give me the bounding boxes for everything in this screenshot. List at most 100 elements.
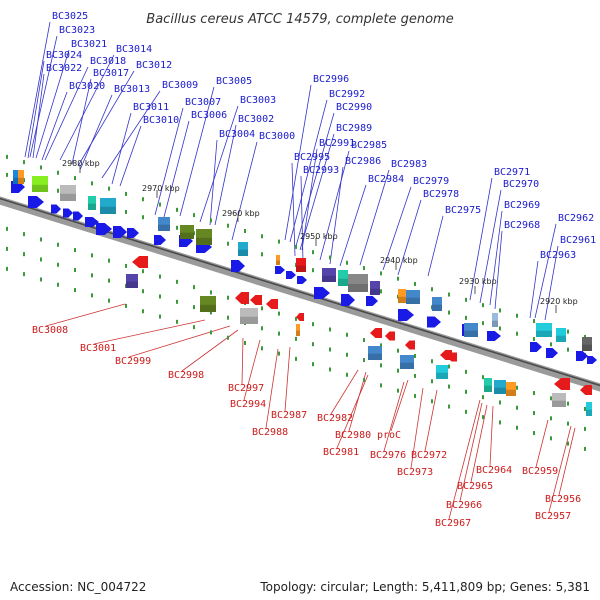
gene-feature-box[interactable] [586, 402, 592, 416]
gene-label[interactable]: BC3012 [136, 60, 172, 71]
gene-label[interactable]: BC3010 [143, 115, 179, 126]
gene-label[interactable]: BC2965 [457, 481, 493, 492]
gene-feature-box[interactable] [494, 380, 506, 394]
gene-label[interactable]: BC2967 [435, 518, 471, 529]
gene-arrow-forward[interactable] [427, 316, 441, 328]
gene-arrow-forward[interactable] [113, 226, 127, 238]
gene-arrow-forward[interactable] [366, 296, 378, 306]
gene-label[interactable]: BC2996 [313, 74, 349, 85]
gene-arrow-reverse[interactable] [250, 295, 262, 305]
gene-feature-box[interactable] [556, 328, 566, 342]
gene-arrow-forward[interactable] [127, 228, 139, 238]
gene-arrow-forward[interactable] [587, 356, 597, 364]
gene-label[interactable]: BC3022 [46, 63, 82, 74]
gene-feature-box[interactable] [432, 297, 442, 311]
gene-arrow-forward[interactable] [28, 196, 44, 208]
gene-feature-box[interactable] [484, 378, 492, 392]
gene-arrow-reverse[interactable] [554, 378, 570, 390]
gene-label[interactable]: BC2964 [476, 465, 512, 476]
gene-label[interactable]: BC2978 [423, 189, 459, 200]
gene-label[interactable]: BC3008 [32, 325, 68, 336]
gene-feature-box[interactable] [398, 289, 406, 303]
gene-feature-box[interactable] [370, 281, 380, 295]
gene-arrow-forward[interactable] [530, 342, 542, 352]
gene-label[interactable]: BC2987 [271, 410, 307, 421]
gene-arrow-reverse[interactable] [296, 313, 304, 321]
gene-label[interactable]: BC2979 [413, 176, 449, 187]
gene-label[interactable]: BC2980 [335, 430, 371, 441]
gene-feature-box[interactable] [196, 229, 212, 245]
gene-arrow-reverse[interactable] [370, 328, 382, 338]
gene-feature-box[interactable] [296, 258, 306, 272]
gene-label[interactable]: BC2991 [319, 138, 355, 149]
gene-label[interactable]: BC2968 [504, 220, 540, 231]
gene-label[interactable]: BC3011 [133, 102, 169, 113]
gene-label[interactable]: BC3014 [116, 44, 152, 55]
gene-arrow-forward[interactable] [546, 348, 558, 358]
gene-label[interactable]: BC2989 [336, 123, 372, 134]
gene-feature-box[interactable] [436, 365, 448, 379]
gene-label[interactable]: BC2998 [168, 370, 204, 381]
gene-label[interactable]: BC2995 [294, 152, 330, 163]
gene-label[interactable]: BC2966 [446, 500, 482, 511]
gene-feature-box[interactable] [13, 170, 21, 184]
gene-arrow-forward[interactable] [487, 331, 501, 341]
gene-feature-box[interactable] [506, 382, 516, 396]
gene-label[interactable]: BC2985 [351, 140, 387, 151]
gene-arrow-reverse[interactable] [385, 331, 395, 341]
gene-feature-box[interactable] [18, 170, 24, 184]
gene-feature-box[interactable] [88, 196, 96, 210]
gene-arrow-forward[interactable] [576, 351, 588, 361]
gene-label[interactable]: BC2976 [370, 450, 406, 461]
gene-feature-box[interactable] [536, 323, 552, 337]
gene-arrow-forward[interactable] [398, 309, 414, 321]
gene-label[interactable]: BC2957 [535, 511, 571, 522]
gene-label[interactable]: BC2999 [115, 356, 151, 367]
gene-label[interactable]: BC3006 [191, 110, 227, 121]
gene-feature-box[interactable] [32, 176, 48, 192]
gene-label[interactable]: BC2997 [228, 383, 264, 394]
gene-feature-box[interactable] [322, 268, 336, 282]
gene-feature-box[interactable] [200, 296, 216, 312]
gene-label[interactable]: proC [377, 430, 401, 441]
gene-arrow-reverse[interactable] [266, 299, 278, 309]
gene-label[interactable]: BC2959 [522, 466, 558, 477]
gene-feature-box[interactable] [338, 270, 348, 286]
gene-arrow-forward[interactable] [341, 294, 355, 306]
gene-label[interactable]: BC3025 [52, 11, 88, 22]
gene-arrow-forward[interactable] [275, 266, 285, 274]
gene-arrow-forward[interactable] [231, 260, 245, 272]
gene-arrow-forward[interactable] [297, 276, 307, 284]
gene-label[interactable]: BC2993 [303, 165, 339, 176]
gene-feature-box[interactable] [552, 393, 566, 407]
gene-feature-box[interactable] [296, 324, 300, 336]
gene-feature-box[interactable] [348, 274, 368, 292]
gene-feature-box[interactable] [400, 355, 414, 369]
gene-label[interactable]: BC2971 [494, 167, 530, 178]
gene-label[interactable]: BC2972 [411, 450, 447, 461]
gene-label[interactable]: BC2992 [329, 89, 365, 100]
gene-arrow-reverse[interactable] [580, 385, 592, 395]
gene-feature-box[interactable] [276, 255, 280, 265]
gene-arrow-reverse[interactable] [405, 340, 415, 350]
gene-feature-box[interactable] [582, 337, 592, 351]
gene-arrow-forward[interactable] [63, 208, 73, 218]
gene-arrow-forward[interactable] [73, 211, 83, 221]
gene-arrow-forward[interactable] [286, 271, 296, 279]
gene-label[interactable]: BC3013 [114, 84, 150, 95]
gene-arrow-reverse[interactable] [132, 256, 148, 268]
gene-label[interactable]: BC2970 [503, 179, 539, 190]
gene-feature-box[interactable] [126, 274, 138, 288]
gene-arrow-forward[interactable] [96, 223, 112, 235]
gene-label[interactable]: BC3007 [185, 97, 221, 108]
gene-label[interactable]: BC3023 [59, 25, 95, 36]
gene-label[interactable]: BC3004 [219, 129, 255, 140]
gene-label[interactable]: BC3024 [46, 50, 82, 61]
gene-label[interactable]: BC2963 [540, 250, 576, 261]
gene-label[interactable]: BC3020 [69, 81, 105, 92]
gene-label[interactable]: BC2961 [560, 235, 596, 246]
gene-label[interactable]: BC3009 [162, 80, 198, 91]
gene-label[interactable]: BC3002 [238, 114, 274, 125]
gene-feature-box[interactable] [368, 346, 382, 360]
gene-label[interactable]: BC2984 [368, 174, 404, 185]
